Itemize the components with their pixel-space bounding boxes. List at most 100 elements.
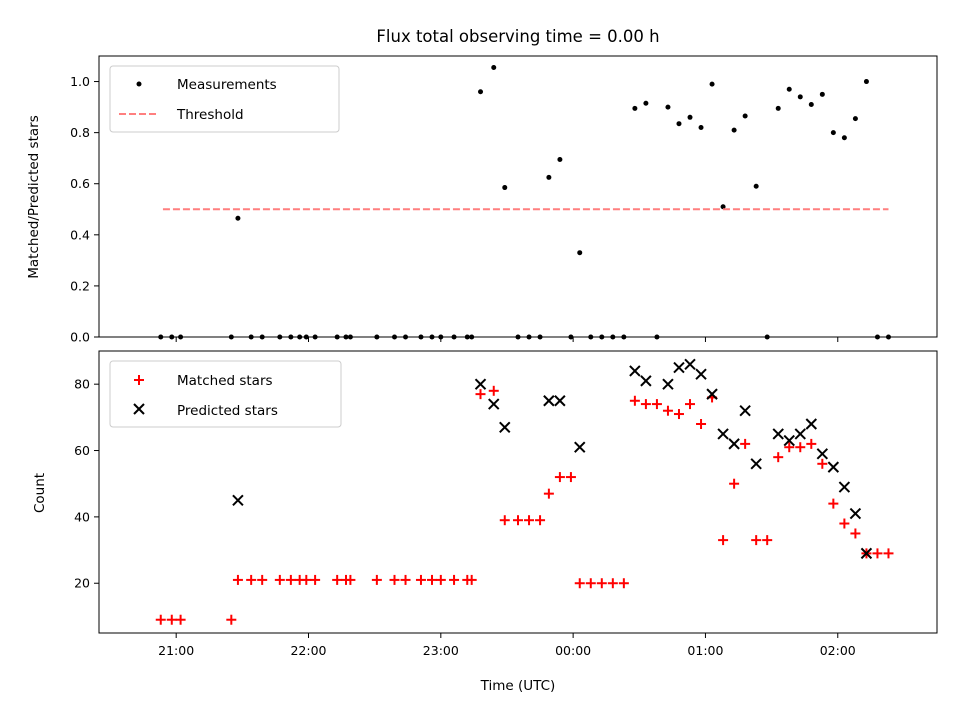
measurement-point: [546, 174, 552, 180]
matched-star-point: [274, 574, 285, 585]
matched-star-point: [596, 578, 607, 589]
matched-star-point: [784, 442, 795, 453]
measurement-point: [665, 104, 671, 110]
legend-marker-matched: [134, 375, 144, 385]
matched-star-point: [817, 458, 828, 469]
predicted-star-point: [816, 448, 829, 460]
measurement-point: [775, 105, 781, 111]
predicted-star-point: [673, 361, 685, 374]
predicted-star-point: [750, 458, 762, 470]
measurement-point: [753, 183, 759, 189]
bottom-x-axis: 21:00 22:00 23:00 00:00 01:00 02:00: [158, 633, 856, 658]
predicted-star-point: [706, 388, 718, 400]
measurement-point: [577, 250, 583, 256]
matched-star-point: [618, 578, 629, 589]
matched-star-point: [488, 385, 499, 396]
measurement-point: [502, 185, 508, 191]
predicted-star-point: [827, 461, 840, 473]
matched-star-point: [513, 515, 523, 526]
measurement-point: [478, 89, 484, 95]
top-ytick-label: 1.0: [70, 74, 90, 89]
top-ytick-label: 0.0: [70, 330, 90, 345]
bottom-xtick-label: 02:00: [820, 643, 856, 658]
matched-star-point: [696, 418, 707, 429]
matched-star-point: [751, 535, 762, 546]
matched-star-point: [685, 399, 696, 410]
measurement-point: [797, 94, 803, 100]
top-y-axis: 0.0 0.2 0.4 0.6 0.8 1.0: [70, 74, 99, 345]
matched-star-point: [718, 535, 729, 546]
predicted-star-point: [860, 547, 873, 560]
bottom-xtick-label: 21:00: [158, 643, 194, 658]
legend-label-threshold: Threshold: [176, 107, 244, 123]
predicted-star-point: [499, 421, 511, 434]
predicted-star-point: [554, 395, 566, 407]
predicted-star-point: [805, 418, 818, 430]
legend-label-predicted: Predicted stars: [177, 403, 278, 419]
matched-star-point: [554, 472, 565, 483]
bottom-xtick-label: 00:00: [555, 643, 591, 658]
predicted-star-point: [717, 428, 729, 440]
measurement-point: [830, 130, 836, 136]
measurement-point: [687, 114, 693, 120]
matched-star-point: [872, 548, 883, 559]
predicted-star-point: [474, 378, 487, 390]
legend-marker-measurements: [136, 81, 142, 87]
matched-star-point: [345, 574, 356, 585]
matched-star-point: [155, 614, 166, 625]
matched-star-point: [828, 498, 839, 509]
matched-star-point: [883, 548, 894, 559]
predicted-star-point: [794, 428, 806, 440]
matched-star-point: [543, 488, 554, 499]
top-y-axis-label: Matched/Predicted stars: [26, 115, 42, 278]
predicted-star-point: [662, 378, 674, 390]
measurement-point: [643, 100, 649, 106]
matched-star-point: [332, 574, 343, 585]
bottom-legend-box: [109, 360, 342, 428]
chart-title: Flux total observing time = 0.00 h: [376, 27, 659, 46]
top-legend: Measurements Threshold: [109, 65, 340, 133]
legend-label-matched: Matched stars: [177, 373, 273, 389]
top-axes-frame: [98, 55, 938, 338]
matched-star-point: [762, 535, 773, 546]
matched-star-point: [449, 574, 460, 585]
top-ytick-label: 0.2: [70, 278, 90, 293]
bottom-xtick-label: 22:00: [290, 643, 326, 658]
matched-star-point: [166, 614, 177, 625]
predicted-star-point: [684, 358, 696, 370]
matched-star-point: [232, 574, 243, 585]
predicted-star-point: [772, 428, 784, 440]
predicted-star-point: [728, 438, 740, 450]
matched-star-point: [246, 574, 257, 585]
measurement-point: [491, 64, 497, 70]
measurement-point: [819, 91, 825, 97]
matched-star-point: [310, 574, 321, 585]
measurement-point: [676, 121, 682, 127]
matched-star-point: [795, 442, 806, 453]
matched-star-point: [839, 518, 850, 529]
bottom-legend: Matched stars Predicted stars: [109, 360, 342, 428]
predicted-star-point: [783, 434, 795, 447]
matched-star-point: [574, 578, 585, 589]
bottom-y-axis: 20 40 60 80: [74, 377, 99, 591]
matched-star-point: [673, 409, 684, 420]
measurement-point: [742, 113, 748, 119]
top-legend-box: [109, 65, 340, 133]
top-x-axis: [175, 337, 839, 342]
bottom-plot-area: [155, 358, 894, 625]
measurement-point: [709, 81, 715, 87]
top-plot-area: [158, 64, 891, 340]
matched-star-point: [651, 399, 662, 410]
matched-star-point: [740, 438, 751, 449]
bottom-y-axis-label: Count: [32, 473, 48, 513]
matched-star-point: [662, 405, 673, 416]
predicted-star-point: [739, 405, 751, 417]
matched-star-point: [226, 614, 237, 625]
matched-star-point: [607, 578, 618, 589]
predicted-star-point: [640, 375, 652, 387]
matched-star-point: [426, 574, 437, 585]
matched-star-point: [499, 515, 510, 526]
predicted-star-point: [849, 507, 862, 520]
